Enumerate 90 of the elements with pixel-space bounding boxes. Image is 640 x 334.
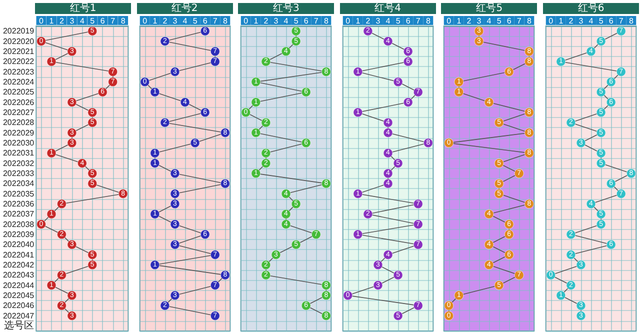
y-tick-label: 2022042 (2, 260, 35, 270)
x-tick-label: 5 (396, 16, 401, 26)
x-tick-label: 0 (447, 16, 452, 26)
x-tick-label: 7 (618, 16, 624, 26)
y-tick-label: 2022031 (2, 148, 35, 158)
x-tick-label: 3 (477, 16, 482, 26)
x-tick-label: 8 (628, 16, 634, 26)
y-tick-label: 2022043 (2, 270, 35, 280)
y-tick-label: 2022030 (2, 138, 35, 148)
x-tick-label: 0 (548, 16, 554, 26)
x-tick-label: 2 (366, 16, 371, 26)
x-tick-label: 4 (182, 16, 188, 26)
y-tick-label: 2022044 (2, 280, 35, 290)
x-tick-label: 6 (202, 16, 208, 26)
x-tick-label: 0 (142, 16, 148, 26)
x-tick-label: 6 (304, 16, 310, 26)
x-tick-label: 0 (39, 16, 44, 26)
x-tick-label: 6 (100, 16, 106, 26)
x-tick-label: 2 (568, 16, 574, 26)
chart-title: 红号6 (543, 3, 639, 14)
y-tick-label: 2022046 (2, 301, 35, 310)
y-tick-label: 2022028 (2, 118, 35, 128)
x-tick-label: 2 (59, 16, 64, 26)
y-tick-label: 2022026 (2, 98, 35, 107)
x-tick-label: 7 (212, 16, 218, 26)
x-tick-label: 5 (294, 16, 300, 26)
chart-title: 红号3 (238, 3, 334, 14)
x-tick-label: 3 (172, 16, 178, 26)
y-tick-label: 2022045 (2, 290, 35, 300)
x-tick-label: 7 (416, 16, 421, 26)
y-tick-label: 2022021 (2, 46, 35, 56)
x-tick-label: 3 (70, 16, 75, 26)
y-tick-label: 2022027 (2, 108, 35, 117)
y-tick-label: 2022038 (2, 220, 35, 229)
x-tick-label: 7 (110, 16, 116, 26)
x-tick-label: 8 (527, 16, 532, 26)
y-tick-label: 2022019 (2, 26, 35, 36)
x-tick-label: 8 (222, 16, 228, 26)
x-tick-label: 2 (467, 16, 472, 26)
y-tick-label: 2022041 (2, 250, 35, 260)
y-tick-label: 2022023 (2, 67, 35, 76)
x-tick-label: 1 (558, 16, 564, 26)
x-tick-label: 4 (80, 16, 85, 26)
x-tick-label: 7 (517, 16, 522, 26)
x-tick-label: 1 (355, 16, 360, 26)
y-tick-label: 2022020 (2, 36, 35, 46)
x-tick-label: 0 (345, 16, 350, 26)
x-tick-label: 1 (49, 16, 54, 26)
x-tick-label: 8 (324, 16, 330, 26)
x-tick-label: 2 (264, 16, 269, 26)
x-tick-label: 7 (314, 16, 320, 26)
y-tick-label: 2022047 (2, 311, 35, 320)
y-tick-label: 2022032 (2, 158, 35, 168)
x-tick-label: 1 (254, 16, 259, 26)
x-tick-label: 6 (507, 16, 512, 26)
x-tick-label: 2 (162, 16, 168, 26)
x-tick-label: 8 (426, 16, 431, 26)
y-tick-label: 选号区 (4, 319, 34, 332)
x-tick-label: 5 (192, 16, 198, 26)
y-tick-label: 2022029 (2, 128, 35, 138)
y-tick-label: 2022022 (2, 57, 35, 66)
chart-title: 红号5 (441, 3, 538, 14)
x-tick-label: 4 (588, 16, 594, 26)
y-tick-label: 2022025 (2, 88, 35, 97)
y-tick-label: 2022040 (2, 240, 35, 250)
x-tick-label: 4 (386, 16, 391, 26)
x-tick-label: 8 (120, 16, 126, 26)
x-tick-label: 5 (497, 16, 502, 26)
x-tick-label: 5 (598, 16, 604, 26)
y-tick-label: 2022035 (2, 189, 35, 198)
chart-title: 红号4 (340, 3, 436, 14)
y-tick-label: 2022039 (2, 230, 35, 239)
y-tick-label: 2022034 (2, 179, 35, 188)
x-tick-label: 3 (376, 16, 381, 26)
x-tick-label: 3 (578, 16, 584, 26)
x-tick-label: 5 (90, 16, 96, 26)
x-tick-label: 4 (284, 16, 289, 26)
y-tick-label: 2022024 (2, 77, 35, 86)
y-tick-label: 2022033 (2, 168, 35, 178)
x-tick-label: 1 (457, 16, 462, 26)
chart-title: 红号2 (136, 3, 233, 14)
x-tick-label: 6 (406, 16, 411, 26)
x-tick-label: 0 (244, 16, 249, 26)
chart-title: 红号1 (35, 3, 131, 14)
x-tick-label: 3 (274, 16, 279, 26)
y-tick-label: 2022036 (2, 199, 35, 208)
x-tick-label: 1 (152, 16, 158, 26)
y-tick-label: 2022037 (2, 210, 35, 219)
x-tick-label: 6 (608, 16, 614, 26)
x-tick-label: 4 (487, 16, 492, 26)
